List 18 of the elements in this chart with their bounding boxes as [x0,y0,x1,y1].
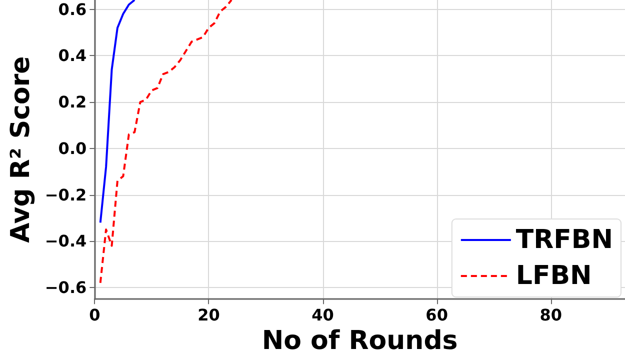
line-series [99,0,233,284]
y-tick-label: 0.2 [58,92,87,112]
y-tick-label: 0.0 [58,138,87,158]
x-axis-title: No of Rounds [262,326,458,356]
x-tick-label: 40 [312,306,334,325]
y-tick-label: −0.2 [44,185,87,204]
y-tick-label: −0.4 [44,232,87,251]
x-tick-label: 20 [198,306,220,325]
x-tick-label: 60 [426,306,448,325]
legend-label: TRFBN [516,225,613,255]
y-tick-label: 0.4 [58,46,87,66]
y-tick-label: 0.6 [58,0,87,19]
y-axis-title: Avg R² Score [6,56,36,243]
legend-label: LFBN [516,261,592,291]
x-tick-label: 0 [89,306,100,325]
line-series [99,0,136,224]
x-tick-label: 80 [540,306,562,325]
y-tick-label: −0.6 [44,278,87,298]
